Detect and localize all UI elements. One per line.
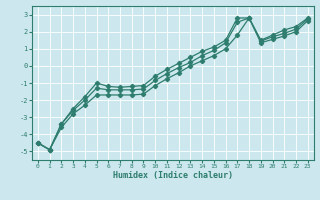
X-axis label: Humidex (Indice chaleur): Humidex (Indice chaleur)	[113, 171, 233, 180]
